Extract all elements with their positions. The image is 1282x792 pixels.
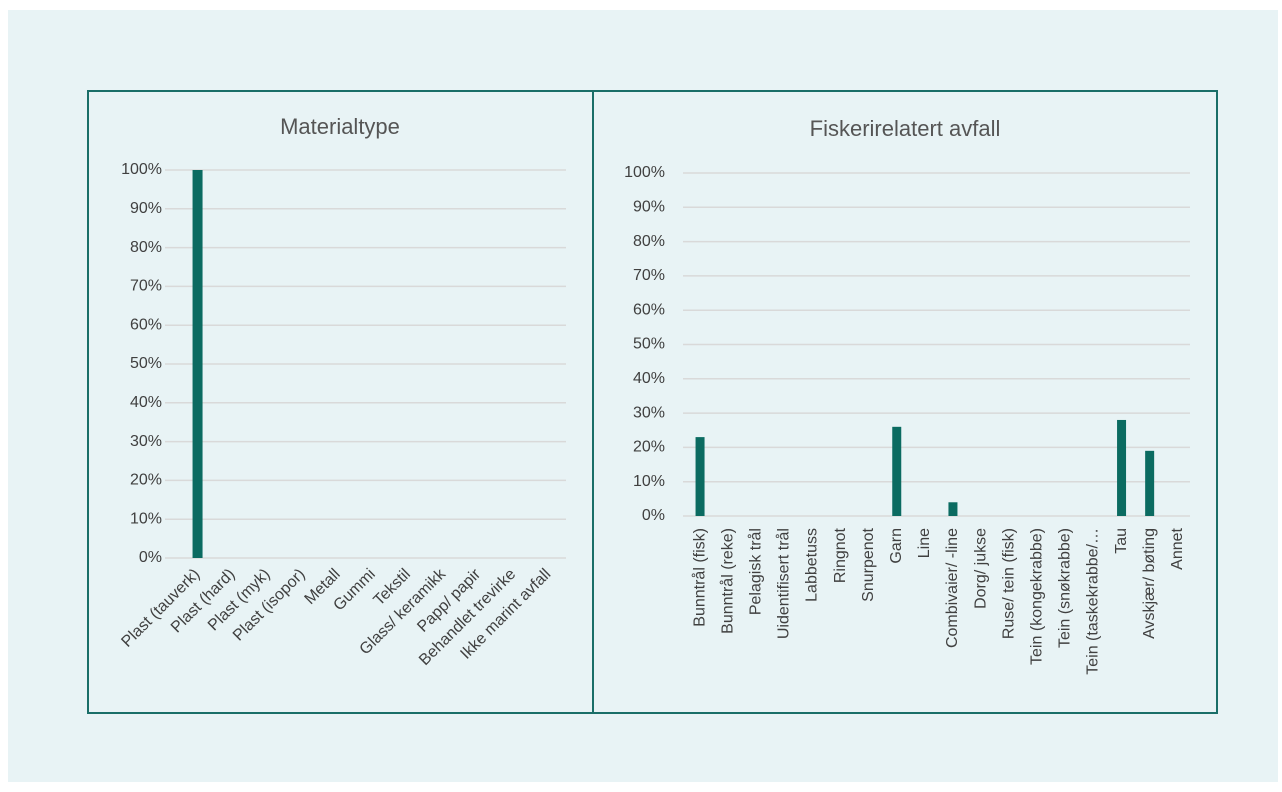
x-tick-label: Line (916, 528, 933, 558)
x-tick-label: Tein (taskekrabbe/… (1085, 528, 1102, 675)
y-tick-label: 0% (139, 549, 162, 566)
x-tick-label: Bunntrål (reke) (718, 528, 736, 634)
y-tick-label: 20% (633, 439, 665, 456)
y-tick-label: 10% (130, 510, 162, 527)
x-tick-label: Uidentifisert trål (775, 528, 793, 639)
bar (1145, 450, 1155, 516)
x-tick-label: Avskjær/ bøting (1141, 528, 1158, 639)
y-tick-label: 40% (633, 370, 665, 387)
y-tick-label: 10% (633, 473, 665, 490)
x-tick-label: Ruse/ tein (fisk) (1000, 528, 1017, 639)
y-tick-label: 100% (624, 164, 665, 181)
x-tick-label: Combivaier/ -line (944, 528, 961, 648)
x-tick-label: Labbetuss (804, 528, 821, 602)
y-tick-label: 40% (130, 394, 162, 411)
x-tick-label: Bunntrål (fisk) (690, 528, 708, 627)
y-tick-label: 20% (130, 472, 162, 489)
y-tick-label: 30% (633, 404, 665, 421)
bar (192, 170, 203, 558)
y-tick-label: 50% (633, 336, 665, 353)
x-tick-label: Ringnot (832, 527, 849, 583)
y-tick-label: 60% (130, 316, 162, 333)
y-tick-label: 30% (130, 433, 162, 450)
y-tick-label: 90% (130, 200, 162, 217)
bar (1117, 419, 1127, 516)
chart-title: Fiskerirelatert avfall (810, 116, 1001, 141)
x-tick-label: Tau (1113, 528, 1130, 554)
y-tick-label: 60% (633, 301, 665, 318)
chart-title: Materialtype (280, 114, 400, 139)
x-tick-label: Tein (snøkrabbe) (1057, 528, 1074, 648)
x-tick-label: Snurpenot (860, 527, 877, 601)
y-tick-label: 70% (130, 278, 162, 295)
background (8, 10, 1278, 782)
panel (592, 90, 1218, 714)
y-tick-label: 90% (633, 199, 665, 216)
y-tick-label: 0% (642, 507, 665, 524)
y-tick-label: 80% (633, 233, 665, 250)
bar (948, 502, 958, 516)
x-tick-label: Garn (888, 528, 905, 564)
y-tick-label: 70% (633, 267, 665, 284)
x-tick-label: Dorg/ jukse (972, 528, 989, 609)
bar (695, 437, 705, 516)
y-tick-label: 100% (121, 161, 162, 178)
y-tick-label: 50% (130, 355, 162, 372)
bar (892, 426, 902, 516)
y-tick-label: 80% (130, 239, 162, 256)
x-tick-label: Pelagisk trål (746, 528, 764, 615)
x-tick-label: Tein (kongekrabbe) (1028, 528, 1045, 665)
x-tick-label: Annet (1169, 527, 1186, 569)
